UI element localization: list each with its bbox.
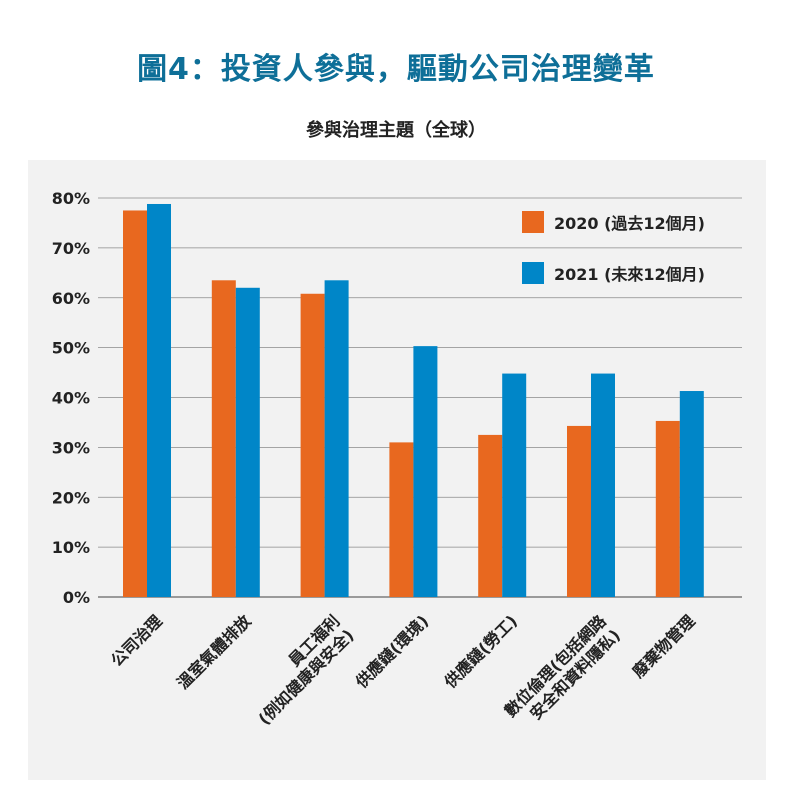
legend-swatch (522, 211, 544, 233)
x-category-label: 溫室氣體排放 (173, 611, 255, 693)
chart-subtitle: 參與治理主題（全球） (306, 120, 486, 141)
bar-2021 (147, 203, 171, 598)
x-category-label: 公司治理 (107, 611, 166, 670)
x-category-label-line: 公司治理 (107, 611, 166, 670)
y-tick-label: 30% (52, 438, 90, 457)
bar-2021 (591, 373, 615, 597)
x-category-label-line: 供應鏈(環境) (351, 611, 432, 692)
y-tick-label: 60% (52, 289, 90, 308)
x-category-label-line: 溫室氣體排放 (173, 611, 255, 693)
y-tick-label: 20% (52, 488, 90, 507)
bar-2021 (413, 346, 438, 597)
y-tick-label: 70% (52, 239, 90, 258)
legend-swatch (522, 262, 544, 284)
x-category-label: 員工福利(例如健康與安全) (240, 611, 357, 728)
y-tick-label: 0% (63, 588, 90, 607)
y-tick-label: 10% (52, 538, 90, 557)
x-category-label-line: 供應鏈(勞工) (440, 611, 521, 692)
bar-2020 (478, 434, 503, 597)
bar-2021 (324, 280, 349, 597)
chart-title: 圖4：投資人參與，驅動公司治理變革 (137, 52, 655, 87)
y-tick-label: 50% (52, 339, 90, 358)
bar-2020 (655, 420, 680, 597)
x-category-label: 廢棄物管理 (629, 611, 699, 681)
bar-2020 (567, 425, 591, 597)
bar-2020 (389, 442, 414, 597)
y-tick-label: 80% (52, 189, 90, 208)
y-tick-label: 40% (52, 389, 90, 408)
legend-label: 2020 (過去12個月) (554, 214, 705, 233)
x-category-label: 供應鏈(勞工) (440, 611, 521, 692)
bar-2021 (679, 391, 704, 597)
legend-label: 2021 (未來12個月) (554, 265, 705, 284)
bar-2020 (211, 280, 236, 597)
bar-2021 (235, 287, 260, 597)
x-category-label: 供應鏈(環境) (351, 611, 432, 692)
bar-2020 (123, 210, 147, 597)
bar-2021 (502, 373, 527, 597)
x-category-label: 數位倫理(包括網路安全和資料隱私) (501, 611, 625, 735)
x-category-label-line: 廢棄物管理 (629, 611, 699, 681)
bar-2020 (300, 293, 325, 597)
